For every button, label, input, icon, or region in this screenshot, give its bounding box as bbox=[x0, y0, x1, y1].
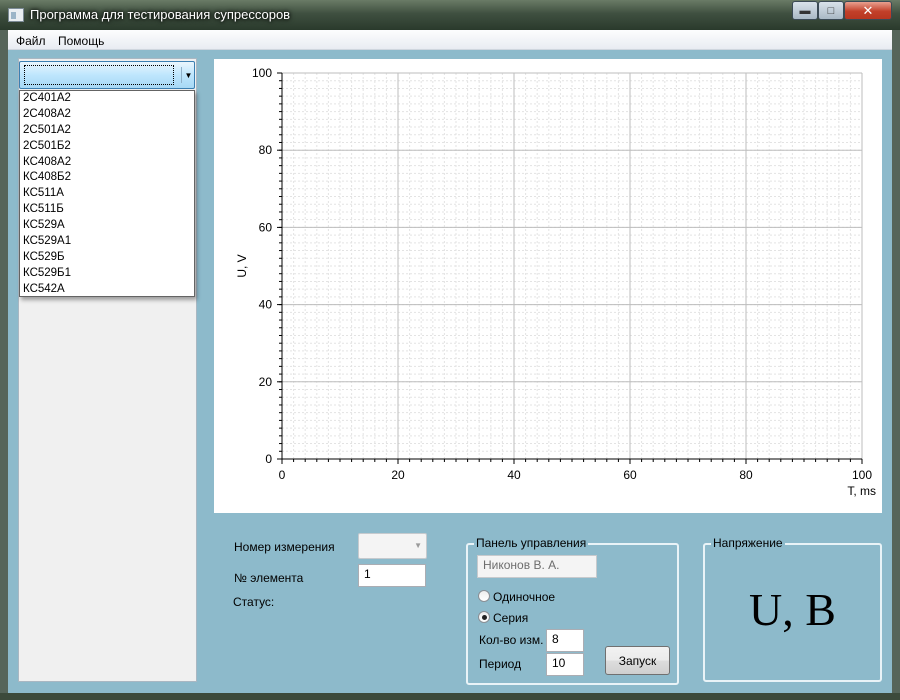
device-option[interactable]: КС408А2 bbox=[23, 155, 72, 168]
minimize-icon: ▬ bbox=[799, 4, 811, 17]
y-tick-label: 40 bbox=[259, 298, 273, 312]
x-tick-label: 80 bbox=[739, 468, 753, 482]
device-combo-value bbox=[24, 65, 174, 85]
x-tick-label: 0 bbox=[279, 468, 286, 482]
device-option[interactable]: 2С401А2 bbox=[23, 92, 71, 104]
device-option[interactable]: КС529А bbox=[23, 219, 65, 232]
y-tick-label: 0 bbox=[265, 452, 272, 466]
device-option[interactable]: 2С501А2 bbox=[23, 123, 71, 136]
mode-single-label[interactable]: Одиночное bbox=[493, 590, 556, 604]
element-number-field[interactable]: 1 bbox=[358, 564, 426, 587]
minimize-button[interactable]: ▬ bbox=[792, 1, 818, 20]
close-button[interactable]: ✕ bbox=[844, 1, 892, 20]
mode-series-label[interactable]: Серия bbox=[493, 611, 529, 625]
count-field[interactable]: 8 bbox=[546, 629, 584, 652]
y-tick-label: 80 bbox=[259, 143, 273, 157]
device-option[interactable]: 2С501Б2 bbox=[23, 139, 71, 152]
device-option[interactable]: КС529Б1 bbox=[23, 266, 72, 279]
voltage-value: U, В bbox=[749, 584, 836, 635]
voltage-panel-title: Напряжение bbox=[711, 536, 785, 550]
measurement-number-label: Номер измерения bbox=[234, 540, 335, 554]
maximize-icon: □ bbox=[827, 4, 835, 17]
y-axis-label: U, V bbox=[235, 254, 249, 277]
operator-field[interactable]: Никонов В. А. bbox=[477, 555, 597, 578]
mode-single-radio[interactable] bbox=[478, 590, 490, 602]
device-option[interactable]: 2С408А2 bbox=[23, 107, 71, 120]
status-label: Статус: bbox=[233, 595, 275, 609]
device-combo[interactable]: ▼ bbox=[19, 61, 195, 89]
y-tick-label: 60 bbox=[259, 220, 273, 234]
x-tick-label: 100 bbox=[852, 468, 872, 482]
element-number-label: № элемента bbox=[234, 571, 304, 585]
window-frame-left bbox=[0, 30, 8, 693]
device-option[interactable]: КС529А1 bbox=[23, 235, 72, 248]
voltage-chart: 0 20 40 60 80 100 0 20 40 60 80 100 T, ms U, V bbox=[235, 66, 876, 498]
voltage-panel-group: Напряжение U, В bbox=[703, 536, 882, 682]
menu-file[interactable]: Файл bbox=[16, 34, 46, 48]
menu-bar: Файл Помощь bbox=[8, 30, 892, 50]
device-dropdown-list: 2С401А2 2С408А2 2С501А2 2С501Б2 КС408А2 КС408… bbox=[19, 90, 195, 297]
mode-series-radio[interactable] bbox=[478, 611, 490, 623]
chart-area: 0 20 40 60 80 100 0 20 40 60 80 100 T, ms U, V bbox=[214, 59, 882, 513]
device-option[interactable]: КС408Б2 bbox=[23, 171, 72, 184]
main-client-area: ▼ 2С401А2 2С408А2 2С501А2 2С501Б2 КС408А2 КС4… bbox=[8, 50, 892, 693]
title-bar: Программа для тестирования супрессоров ▬… bbox=[0, 0, 900, 30]
window-frame-right bbox=[892, 30, 900, 693]
chevron-down-icon[interactable]: ▼ bbox=[181, 67, 195, 83]
window-title: Программа для тестирования супрессоров bbox=[30, 7, 291, 22]
y-tick-label: 100 bbox=[252, 66, 272, 80]
x-tick-label: 60 bbox=[623, 468, 637, 482]
device-option[interactable]: КС529Б bbox=[23, 250, 65, 263]
control-panel-group: Панель управления bbox=[466, 536, 679, 685]
device-option[interactable]: КС511Б bbox=[23, 203, 64, 216]
window-frame-bottom bbox=[0, 693, 900, 700]
app-icon bbox=[8, 8, 24, 22]
x-tick-label: 40 bbox=[507, 468, 521, 482]
period-field[interactable]: 10 bbox=[546, 653, 584, 676]
device-option[interactable]: КС542А bbox=[23, 282, 65, 295]
menu-help[interactable]: Помощь bbox=[58, 34, 105, 48]
control-panel-title: Панель управления bbox=[474, 536, 589, 550]
x-tick-label: 20 bbox=[391, 468, 405, 482]
measurement-number-combo[interactable]: ▼ bbox=[358, 533, 427, 559]
y-tick-label: 20 bbox=[259, 375, 273, 389]
maximize-button[interactable]: □ bbox=[818, 1, 844, 20]
device-option[interactable]: КС511А bbox=[23, 187, 64, 200]
count-label: Кол-во изм. bbox=[479, 633, 544, 647]
close-icon: ✕ bbox=[862, 2, 874, 18]
period-label: Период bbox=[479, 657, 522, 671]
start-button[interactable]: Запуск bbox=[605, 646, 670, 675]
chevron-down-icon: ▼ bbox=[414, 541, 422, 550]
x-axis-label: T, ms bbox=[847, 484, 876, 498]
